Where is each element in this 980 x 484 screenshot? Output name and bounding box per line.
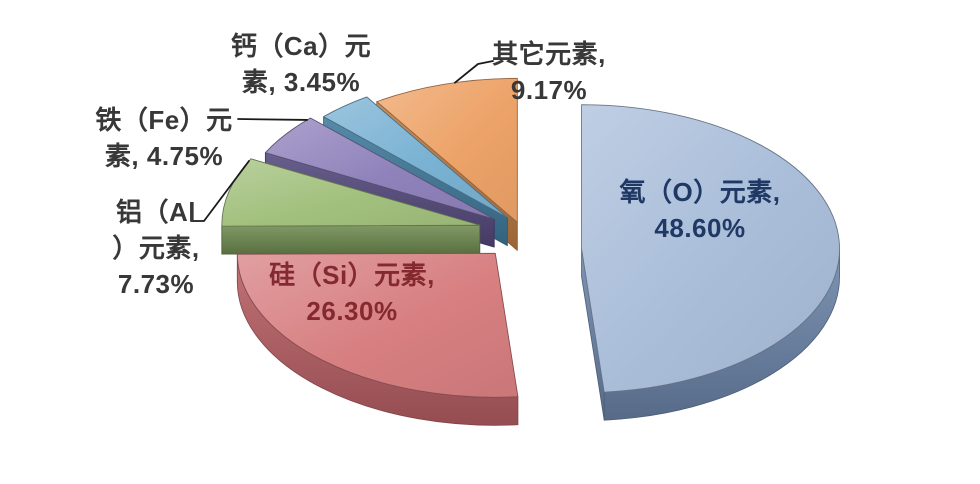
pie-slice-iron [264, 117, 495, 220]
callout-other-line2: 9.17% [510, 75, 588, 105]
pie-slice-silicon [236, 252, 519, 398]
callout-label-calcium: 钙（Ca）元 素, 3.45% [231, 28, 371, 100]
slice-label-oxygen-line2: 48.60% [654, 213, 746, 243]
slice-label-silicon-line1: 硅（Si）元素, [269, 260, 435, 290]
slice-label-silicon-line2: 26.30% [306, 296, 398, 326]
pie-slice-other [376, 77, 518, 223]
callout-label-other-elements: 其它元素, 9.17% [492, 36, 606, 108]
callout-label-aluminum: 铝（Al ）元素, 7.73% [112, 194, 199, 302]
pie-slice-oxygen [581, 104, 840, 393]
pie-slice-aluminum-cut-face [221, 224, 481, 255]
pie-slice-calcium [323, 96, 508, 219]
callout-calcium-line2: 素, 3.45% [241, 67, 361, 97]
slice-label-oxygen: 氧（O）元素, 48.60% [620, 174, 781, 246]
callout-iron-line1: 铁（Fe）元 [95, 105, 233, 135]
callout-iron-line2: 素, 4.75% [104, 141, 224, 171]
callout-other-line1: 其它元素, [492, 39, 606, 69]
leader-lines [190, 60, 494, 222]
leader-line-iron [237, 118, 309, 121]
slice-label-oxygen-line1: 氧（O）元素, [619, 177, 781, 207]
leader-line-aluminum [190, 160, 250, 222]
callout-aluminum-line3: 7.73% [117, 269, 195, 299]
callout-label-iron: 铁（Fe）元 素, 4.75% [95, 102, 232, 174]
callout-calcium-line1: 钙（Ca）元 [230, 31, 372, 61]
slice-label-silicon: 硅（Si）元素, 26.30% [269, 257, 435, 329]
leader-line-other [454, 60, 494, 84]
callout-aluminum-line1: 铝（Al [115, 197, 197, 227]
callout-aluminum-line2: ）元素, [112, 233, 200, 263]
